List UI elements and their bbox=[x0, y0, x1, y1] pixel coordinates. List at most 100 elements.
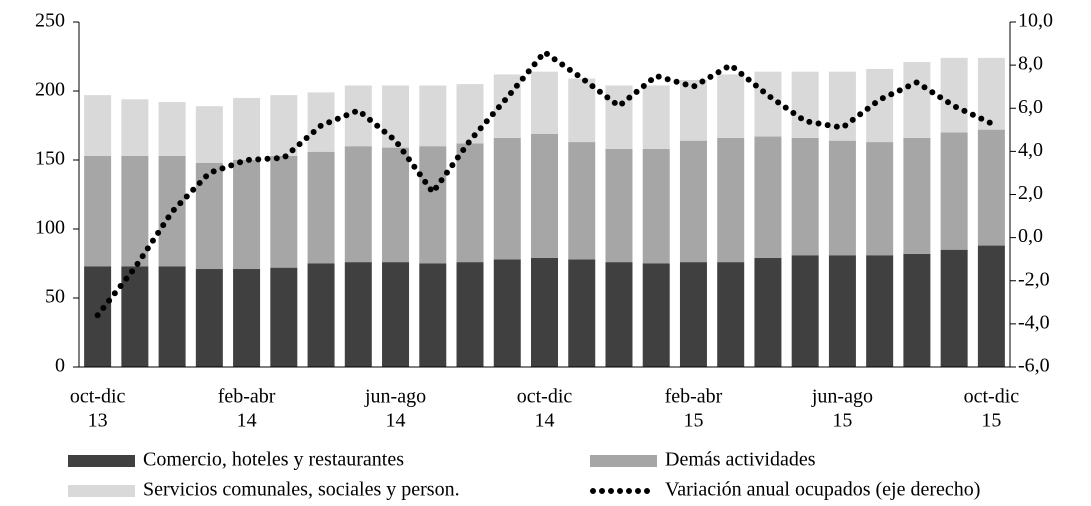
bar-segment bbox=[233, 160, 261, 270]
bar-segment bbox=[903, 62, 931, 138]
legend-swatch bbox=[68, 485, 135, 497]
bar-segment bbox=[642, 85, 670, 149]
bar-segment bbox=[568, 142, 596, 260]
bar-segment bbox=[903, 253, 931, 367]
bar-segment bbox=[754, 257, 782, 367]
x-tick-label: 15 bbox=[683, 410, 703, 432]
bar-segment bbox=[940, 57, 968, 133]
y2-tick-label: 4,0 bbox=[1018, 139, 1043, 161]
bar-segment bbox=[679, 140, 707, 263]
bar-segment bbox=[382, 262, 410, 367]
bar-segment bbox=[568, 259, 596, 367]
bar-segment bbox=[419, 85, 447, 147]
x-tick-label: oct-dic bbox=[70, 386, 126, 408]
y-tick-label: 100 bbox=[35, 217, 65, 239]
bar-segment bbox=[977, 245, 1005, 367]
bar-segment bbox=[307, 151, 335, 264]
y-tick-label: 150 bbox=[35, 148, 65, 170]
y-tick-label: 250 bbox=[35, 10, 65, 32]
y-tick-label: 0 bbox=[55, 355, 65, 377]
bar-segment bbox=[419, 146, 447, 264]
x-tick-label: 14 bbox=[237, 410, 257, 432]
bar-segment bbox=[866, 142, 894, 256]
bar-segment bbox=[344, 262, 372, 367]
bar-segment bbox=[642, 263, 670, 367]
bar-segment bbox=[717, 262, 745, 367]
bar-segment bbox=[791, 255, 819, 367]
bar-segment bbox=[828, 71, 856, 141]
bar-segment bbox=[270, 95, 298, 156]
bar-segment bbox=[903, 137, 931, 254]
legend-label: Variación anual ocupados (eje derecho) bbox=[665, 479, 980, 501]
bar-segment bbox=[195, 106, 223, 163]
x-tick-label: 14 bbox=[535, 410, 555, 432]
bar-segment bbox=[121, 155, 149, 267]
y2-tick-label: 2,0 bbox=[1018, 182, 1043, 204]
y2-tick-label: 10,0 bbox=[1018, 10, 1053, 32]
x-tick-label: oct-dic bbox=[964, 386, 1020, 408]
bar-segment bbox=[382, 85, 410, 148]
bar-segment bbox=[158, 266, 186, 367]
bar-segment bbox=[940, 132, 968, 250]
bar-segment bbox=[717, 137, 745, 263]
legend-swatch bbox=[590, 455, 657, 467]
bar-segment bbox=[791, 71, 819, 138]
x-tick-label: jun-ago bbox=[811, 386, 873, 408]
bar-segment bbox=[531, 257, 558, 367]
bar-segment bbox=[866, 68, 894, 143]
x-tick-label: oct-dic bbox=[517, 386, 573, 408]
bar-segment bbox=[977, 129, 1005, 246]
bar-segment bbox=[828, 140, 856, 256]
x-tick-label: 15 bbox=[832, 410, 852, 432]
bar-segment bbox=[84, 155, 112, 267]
bar-segment bbox=[717, 74, 745, 138]
bar-segment bbox=[531, 71, 558, 134]
bar-segment bbox=[791, 137, 819, 256]
y2-tick-label: 6,0 bbox=[1018, 96, 1043, 118]
bar-segment bbox=[307, 263, 335, 367]
bar-segment bbox=[344, 146, 372, 263]
x-tick-label: feb-abr bbox=[218, 386, 276, 408]
y2-tick-label: 0,0 bbox=[1018, 225, 1043, 247]
bar-segment bbox=[642, 148, 670, 264]
bar-segment bbox=[195, 269, 223, 367]
bar-segment bbox=[828, 255, 856, 367]
bar-segment bbox=[121, 99, 149, 156]
legend-swatch bbox=[68, 455, 135, 467]
bar-segment bbox=[233, 97, 261, 160]
legend-label: Servicios comunales, sociales y person. bbox=[143, 479, 460, 501]
y-tick-label: 50 bbox=[45, 286, 65, 308]
bar-segment bbox=[493, 137, 521, 260]
bar-segment bbox=[121, 266, 149, 367]
line-series bbox=[94, 48, 995, 319]
y2-tick-label: 8,0 bbox=[1018, 53, 1043, 75]
y2-tick-label: -4,0 bbox=[1018, 311, 1050, 333]
x-tick-label: feb-abr bbox=[665, 386, 723, 408]
bar-segment bbox=[568, 78, 596, 143]
bar-segment bbox=[866, 255, 894, 367]
y2-tick-label: -6,0 bbox=[1018, 355, 1050, 377]
x-tick-label: 14 bbox=[386, 410, 406, 432]
bar-segment bbox=[419, 263, 447, 367]
bar-segment bbox=[382, 147, 410, 263]
bar-segment bbox=[493, 259, 521, 367]
y2-tick-label: -2,0 bbox=[1018, 268, 1050, 290]
bar-segment bbox=[456, 262, 484, 367]
bar-segment bbox=[233, 269, 261, 367]
x-tick-label: 15 bbox=[981, 410, 1001, 432]
bar-segment bbox=[940, 249, 968, 367]
bar-segment bbox=[679, 79, 707, 141]
bar-segment bbox=[605, 262, 633, 367]
bar-segment bbox=[195, 162, 223, 270]
bar-segment bbox=[270, 267, 298, 367]
bar-segment bbox=[456, 143, 484, 263]
bar-segment bbox=[158, 102, 186, 156]
bar-segment bbox=[531, 133, 558, 258]
bar-segment bbox=[270, 155, 298, 268]
bar-segment bbox=[754, 136, 782, 258]
bar-segment bbox=[84, 95, 112, 156]
legend-label: Demás actividades bbox=[665, 449, 816, 471]
x-tick-label: 13 bbox=[88, 410, 108, 432]
legend-label: Comercio, hoteles y restaurantes bbox=[143, 449, 404, 471]
